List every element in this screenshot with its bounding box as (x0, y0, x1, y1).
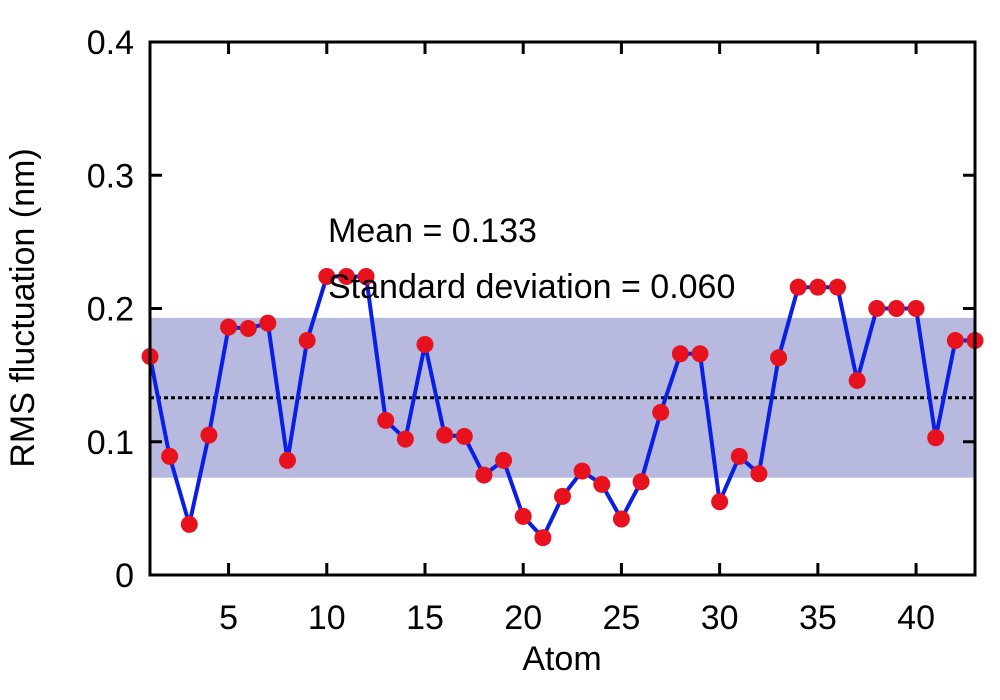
y-tick-label: 0.3 (87, 157, 134, 195)
x-tick-label: 40 (897, 599, 935, 637)
std-annotation: Standard deviation = 0.060 (328, 268, 735, 306)
data-point (436, 426, 454, 444)
data-point (377, 411, 395, 429)
data-point (671, 345, 689, 363)
y-axis-title: RMS fluctuation (nm) (4, 148, 42, 467)
data-point (652, 403, 670, 421)
x-axis-title: Atom (522, 640, 601, 678)
data-point (279, 451, 296, 469)
annotation-layer: Mean = 0.133 Standard deviation = 0.060 (328, 212, 735, 306)
data-point (220, 318, 238, 336)
tick-labels-layer: 5 10 15 20 25 30 35 40 0 0.1 0.2 0.3 0.4 (87, 24, 935, 637)
data-point (770, 349, 788, 367)
x-tick-label: 20 (504, 599, 542, 637)
data-point (789, 278, 807, 296)
data-point (357, 268, 375, 286)
data-point (200, 426, 218, 444)
data-point (554, 487, 571, 505)
data-point (475, 466, 493, 484)
x-tick-label: 30 (701, 599, 739, 637)
y-tick-label: 0 (115, 557, 134, 595)
data-point (887, 300, 905, 317)
data-point (848, 371, 866, 389)
data-point (298, 331, 316, 349)
y-tick-label: 0.1 (87, 424, 134, 462)
data-point (750, 465, 768, 483)
y-tick-label: 0.4 (87, 24, 134, 62)
x-tick-label: 25 (603, 599, 641, 637)
data-point (180, 515, 198, 533)
x-tick-label: 15 (406, 599, 444, 637)
data-point (593, 475, 611, 493)
x-tick-label: 35 (799, 599, 837, 637)
data-point (259, 314, 277, 332)
data-point (534, 529, 552, 547)
data-point (868, 300, 886, 317)
data-point (829, 278, 846, 296)
data-point (239, 319, 257, 337)
data-point (927, 429, 945, 447)
data-point (691, 345, 709, 363)
data-point (416, 335, 434, 353)
data-point (711, 493, 729, 511)
mean-annotation: Mean = 0.133 (328, 212, 537, 250)
data-point (455, 427, 473, 445)
data-point (632, 473, 650, 491)
data-point (612, 510, 630, 528)
axis-ticks-layer (150, 40, 975, 577)
data-point (495, 451, 513, 469)
x-tick-label: 10 (308, 599, 346, 637)
data-point (573, 462, 591, 480)
data-point (337, 268, 355, 286)
data-point (946, 331, 964, 349)
data-point (514, 507, 532, 525)
data-point (730, 447, 748, 465)
data-point (318, 268, 336, 286)
x-tick-label: 5 (219, 599, 238, 637)
data-point (907, 300, 925, 317)
data-point (161, 447, 179, 465)
data-point (396, 430, 414, 448)
y-tick-label: 0.2 (87, 291, 134, 329)
data-point (809, 278, 827, 296)
